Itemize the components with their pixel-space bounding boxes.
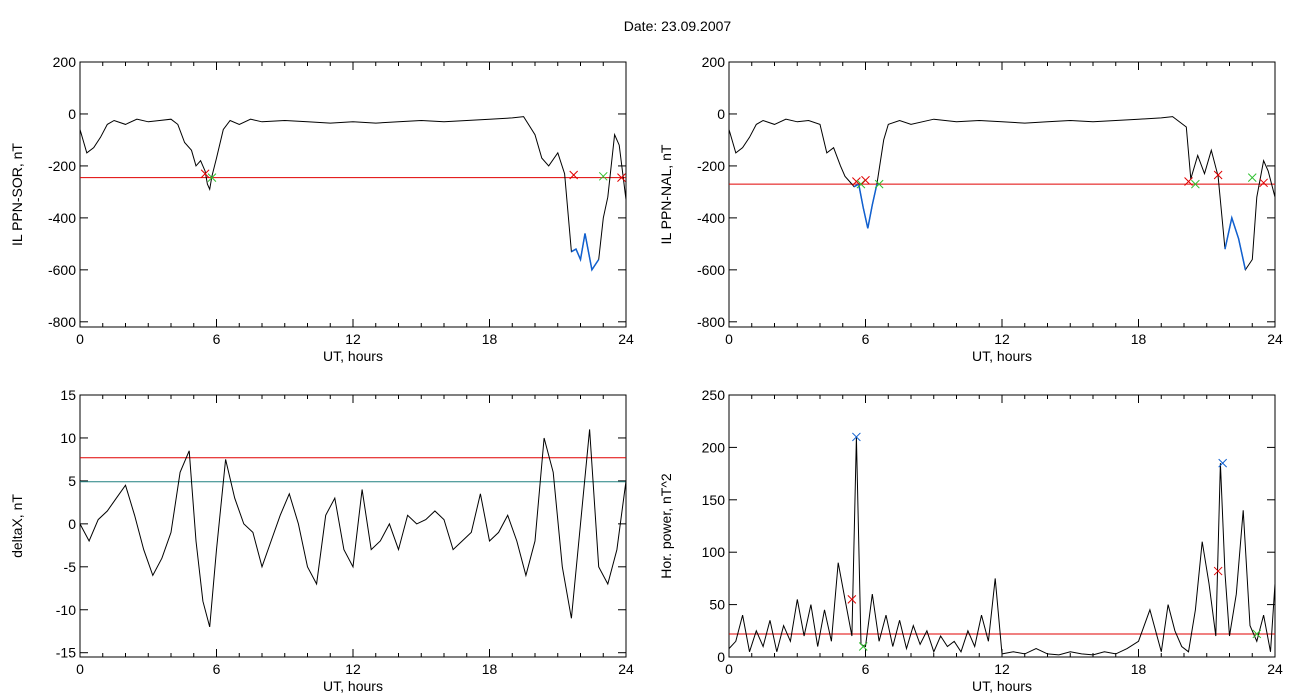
- x-axis-label: UT, hours: [972, 678, 1032, 694]
- chart-deltax: 0 6 12 18 24 -15 -10 -5 0 5 10 15 UT, hours deltaX, n…: [9, 387, 634, 694]
- y-axis-label: Hor. power, nT^2: [658, 473, 674, 579]
- y-axis-label: IL PPN-NAL, nT: [658, 144, 674, 244]
- y-tick-label: -15: [56, 645, 76, 661]
- event-marker: [1191, 179, 1200, 189]
- x-tick-label: 24: [1267, 661, 1283, 677]
- x-tick-label: 0: [76, 661, 84, 677]
- plot-frame: [79, 394, 627, 658]
- y-tick-label: 50: [709, 597, 725, 613]
- x-tick-label: 0: [725, 331, 733, 347]
- plot-area: [80, 116, 626, 272]
- event-marker: [861, 175, 870, 185]
- event-marker: [852, 432, 861, 442]
- event-marker: [1184, 177, 1193, 186]
- event-marker: [1213, 566, 1223, 576]
- x-tick-label: 12: [345, 331, 361, 347]
- y-tick-label: -400: [48, 210, 76, 226]
- y-tick-label: -800: [48, 314, 76, 330]
- y-tick-label: -5: [64, 559, 77, 575]
- x-tick-label: 24: [618, 331, 634, 347]
- x-tick-label: 24: [618, 661, 634, 677]
- y-tick-label: 0: [68, 516, 76, 532]
- x-axis-label: UT, hours: [972, 348, 1032, 364]
- plot-frame: [728, 61, 1276, 328]
- plot-frame: [728, 394, 1276, 658]
- y-tick-label: 0: [717, 649, 725, 665]
- event-marker: [852, 177, 861, 186]
- event-marker: [1252, 629, 1262, 639]
- x-tick-label: 24: [1267, 331, 1283, 347]
- chart-ppn-nal: 0 6 12 18 24 -800 -600 -400 -200 0 200 UT, hours IL …: [658, 54, 1283, 364]
- event-marker: [847, 595, 857, 604]
- x-tick-label: 12: [345, 661, 361, 677]
- highlight-segment: [571, 233, 600, 272]
- y-tick-label: 200: [53, 54, 77, 70]
- x-tick-label: 12: [994, 331, 1010, 347]
- x-tick-label: 6: [213, 661, 221, 677]
- series-line: [80, 429, 626, 628]
- event-marker: [207, 173, 217, 182]
- x-tick-label: 18: [482, 331, 498, 347]
- y-tick-label: -200: [48, 158, 76, 174]
- x-tick-label: 18: [1131, 331, 1147, 347]
- date-title: Date: 23.09.2007: [623, 18, 732, 34]
- x-tick-label: 18: [1131, 661, 1147, 677]
- y-tick-label: -200: [697, 158, 725, 174]
- y-tick-label: 0: [68, 106, 76, 122]
- x-tick-label: 18: [482, 661, 498, 677]
- x-axis-label: UT, hours: [323, 348, 383, 364]
- event-marker: [1259, 178, 1268, 188]
- x-tick-label: 6: [213, 331, 221, 347]
- x-tick-label: 0: [76, 331, 84, 347]
- y-tick-label: -800: [697, 314, 725, 330]
- event-marker: [874, 179, 884, 189]
- series-line: [729, 116, 1275, 272]
- y-tick-label: 100: [702, 544, 726, 560]
- event-marker: [200, 169, 210, 179]
- event-marker: [569, 170, 579, 180]
- y-tick-label: -10: [56, 602, 76, 618]
- y-tick-label: -400: [697, 210, 725, 226]
- y-tick-label: 200: [702, 439, 726, 455]
- event-marker: [1218, 458, 1228, 468]
- event-marker: [617, 173, 626, 182]
- series-line: [80, 116, 626, 272]
- y-tick-label: 200: [702, 54, 726, 70]
- x-tick-label: 6: [862, 331, 870, 347]
- y-tick-label: 150: [702, 492, 726, 508]
- x-tick-label: 12: [994, 661, 1010, 677]
- series-line: [729, 436, 1275, 656]
- y-tick-label: -600: [48, 262, 76, 278]
- y-axis-label: IL PPN-SOR, nT: [9, 143, 25, 246]
- x-tick-label: 0: [725, 661, 733, 677]
- y-tick-label: 5: [68, 473, 76, 489]
- y-tick-label: 15: [60, 387, 76, 403]
- highlight-segment: [1224, 215, 1247, 270]
- chart-ppn-sor: 0 6 12 18 24 -800 -600 -400 -200 0 200 UT, hours IL …: [9, 54, 634, 364]
- event-marker: [1247, 173, 1257, 182]
- plot-area: [80, 429, 626, 628]
- plot-frame: [79, 61, 627, 328]
- x-tick-label: 6: [862, 661, 870, 677]
- event-marker: [858, 642, 868, 651]
- y-tick-label: 10: [60, 430, 76, 446]
- plot-area: [729, 116, 1275, 272]
- y-tick-label: 250: [702, 387, 726, 403]
- highlight-segment: [853, 182, 878, 229]
- x-axis-label: UT, hours: [323, 678, 383, 694]
- chart-hor-power: 0 6 12 18 24 0 50 100 150 200 250 UT, hours Hor. pow…: [658, 387, 1283, 694]
- plot-area: [729, 432, 1275, 656]
- y-tick-label: -600: [697, 262, 725, 278]
- event-marker: [598, 171, 608, 181]
- event-marker: [1213, 170, 1223, 180]
- y-axis-label: deltaX, nT: [9, 494, 25, 558]
- y-tick-label: 0: [717, 106, 725, 122]
